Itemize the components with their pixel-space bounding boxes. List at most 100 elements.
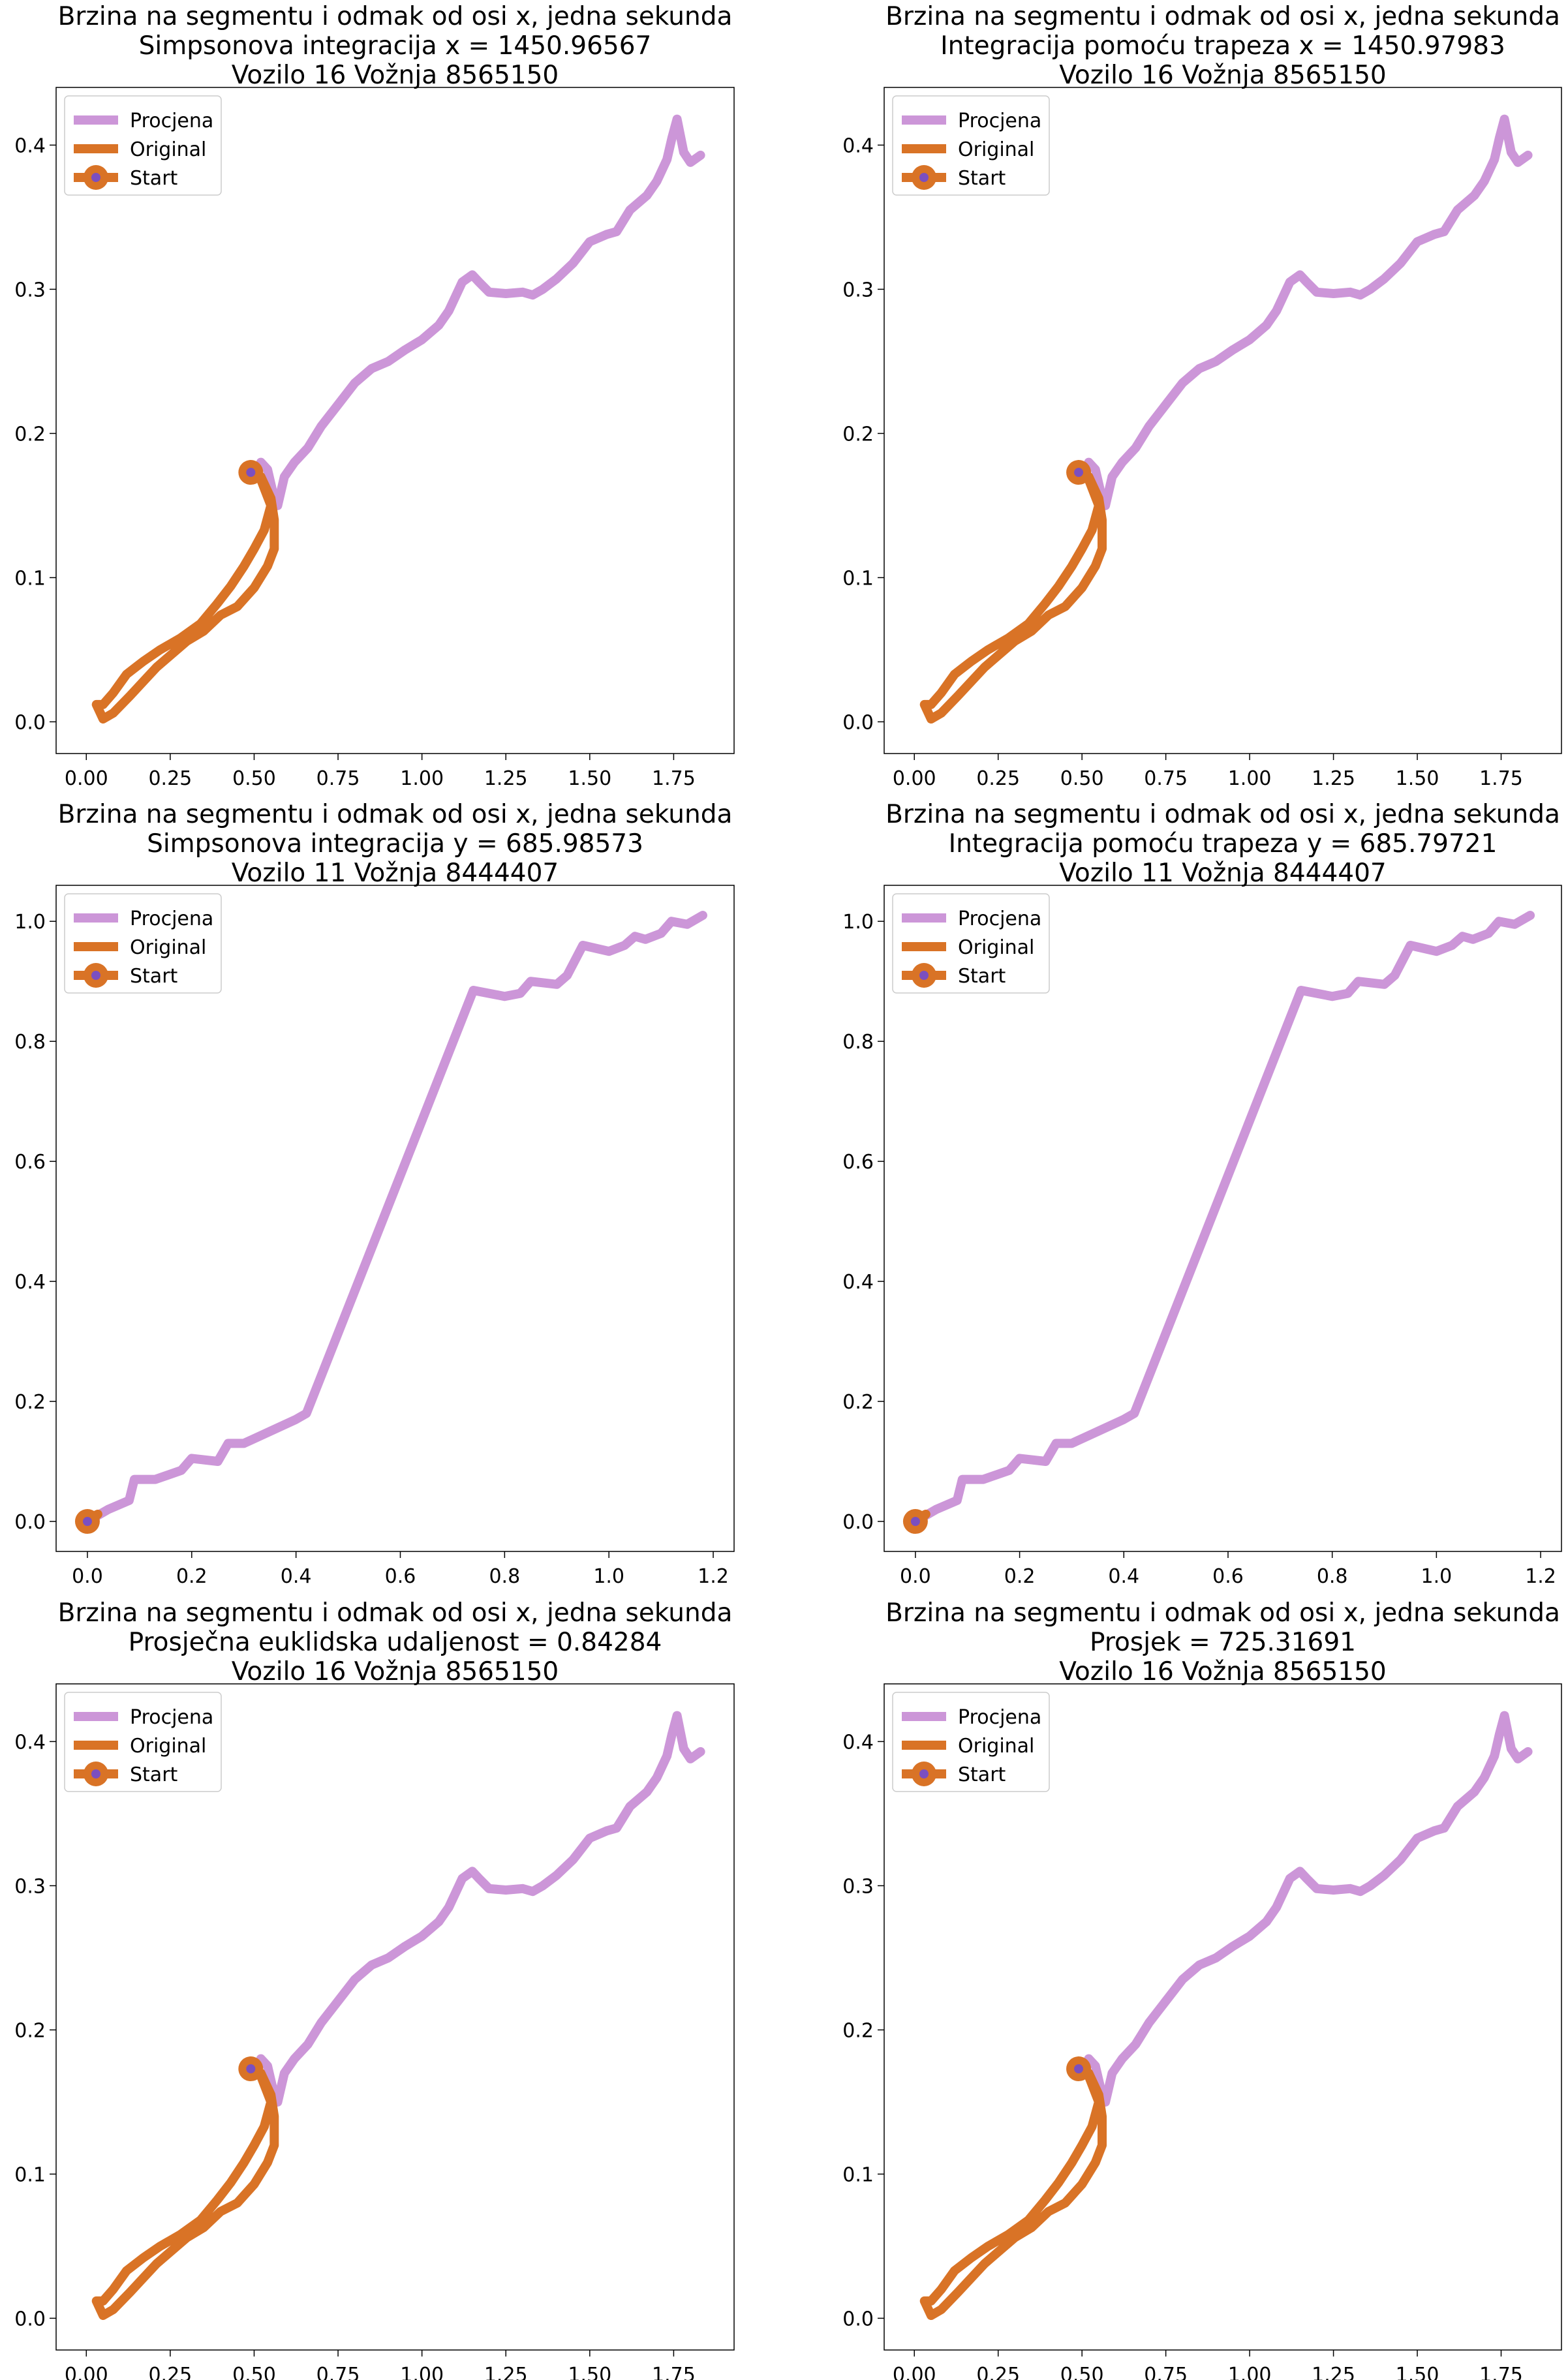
chart-title-line-3: Vozilo 16 Vožnja 8565150: [1059, 1657, 1386, 1686]
x-tick-label: 0.75: [1144, 767, 1188, 790]
y-tick-label: 0.8: [842, 1031, 874, 1054]
subplot-1: Brzina na segmentu i odmak od osi x, jed…: [14, 2, 735, 790]
series-line-procjena: [910, 911, 1535, 1526]
y-tick-label: 0.4: [842, 1271, 874, 1294]
y-tick-label: 0.3: [842, 1875, 874, 1898]
series-line-original: [919, 2064, 1107, 2320]
legend: Procjena Original Start: [892, 893, 1050, 994]
legend-start-marker-center: [919, 1769, 929, 1778]
plot-area: [919, 1711, 1533, 2320]
chart-title-line-3: Vozilo 16 Vožnja 8565150: [232, 1657, 559, 1686]
chart-title-line-1: Brzina na segmentu i odmak od osi x, jed…: [885, 800, 1560, 829]
legend-label: Original: [958, 936, 1034, 959]
x-tick-label: 1.50: [1396, 767, 1439, 790]
legend-label: Start: [958, 965, 1006, 988]
x-tick-label: 0.50: [232, 767, 276, 790]
series-line-procjena: [1077, 114, 1533, 510]
axes-frame: [884, 87, 1562, 754]
y-tick-label: 0.4: [14, 134, 46, 157]
x-tick-label: 0.0: [900, 1565, 931, 1588]
x-tick-label: 0.8: [1317, 1565, 1348, 1588]
x-tick-label: 0.25: [148, 767, 192, 790]
y-tick-label: 0.2: [842, 423, 874, 446]
x-tick-label: 1.50: [1396, 2364, 1439, 2380]
chart-title-line-1: Brzina na segmentu i odmak od osi x, jed…: [885, 1598, 1560, 1628]
y-tick-label: 0.0: [14, 711, 46, 734]
series-line-original: [91, 468, 279, 724]
legend-label: Original: [958, 138, 1034, 161]
y-tick-label: 0.0: [842, 2308, 874, 2330]
y-tick-label: 0.0: [842, 711, 874, 734]
x-tick-label: 0.6: [1212, 1565, 1244, 1588]
x-tick-label: 0.00: [893, 767, 936, 790]
y-tick-label: 0.2: [14, 2019, 46, 2042]
x-tick-label: 0.00: [893, 2364, 936, 2380]
y-tick-label: 0.2: [14, 1391, 46, 1414]
y-tick-label: 0.1: [842, 2163, 874, 2186]
axes-frame: [55, 1683, 735, 2351]
start-marker-center: [910, 1517, 920, 1527]
start-marker-center: [1074, 2064, 1084, 2074]
x-tick-label: 0.25: [148, 2364, 192, 2380]
x-tick-label: 1.50: [568, 2364, 611, 2380]
chart-title-line-2: Integracija pomoću trapeza x = 1450.9798…: [940, 31, 1505, 61]
y-tick-label: 0.4: [14, 1731, 46, 1754]
chart-title-line-3: Vozilo 11 Vožnja 8444407: [232, 859, 559, 888]
chart-title-line-3: Vozilo 16 Vožnja 8565150: [1059, 61, 1386, 90]
chart-title-line-2: Prosječna euklidska udaljenost = 0.84284: [129, 1628, 662, 1657]
axes-frame: [884, 885, 1562, 1552]
x-tick-label: 0.0: [72, 1565, 103, 1588]
legend-label: Start: [958, 1763, 1006, 1786]
x-tick-label: 0.4: [281, 1565, 312, 1588]
legend-label: Procjena: [958, 1706, 1041, 1729]
x-tick-label: 0.6: [385, 1565, 416, 1588]
chart-title-line-1: Brzina na segmentu i odmak od osi x, jed…: [58, 2, 733, 31]
x-tick-label: 1.25: [484, 2364, 528, 2380]
x-tick-label: 0.75: [316, 2364, 360, 2380]
legend-label: Start: [130, 1763, 178, 1786]
y-tick-label: 0.0: [14, 1511, 46, 1534]
x-tick-label: 1.00: [400, 2364, 444, 2380]
x-tick-label: 0.50: [1060, 767, 1104, 790]
chart-title-line-1: Brzina na segmentu i odmak od osi x, jed…: [58, 800, 733, 829]
chart-title-line-2: Simpsonova integracija y = 685.98573: [147, 829, 643, 859]
legend-start-marker-center: [91, 971, 100, 980]
legend-label: Original: [130, 936, 206, 959]
subplot-2: Brzina na segmentu i odmak od osi x, jed…: [842, 2, 1562, 790]
x-tick-label: 1.75: [652, 767, 696, 790]
x-tick-label: 0.2: [1004, 1565, 1036, 1588]
x-tick-label: 1.0: [593, 1565, 624, 1588]
y-tick-label: 0.2: [842, 1391, 874, 1414]
x-tick-label: 1.25: [1312, 2364, 1355, 2380]
y-tick-label: 0.4: [842, 134, 874, 157]
x-tick-label: 1.75: [1479, 767, 1523, 790]
legend-label: Procjena: [130, 110, 213, 132]
start-marker-center: [82, 1517, 92, 1527]
legend-label: Original: [130, 1735, 206, 1758]
axes-frame: [55, 87, 735, 754]
y-tick-label: 0.2: [842, 2019, 874, 2042]
x-tick-label: 1.00: [1228, 767, 1272, 790]
series-line-original: [919, 468, 1107, 724]
series-line-procjena: [249, 114, 705, 510]
x-tick-label: 1.25: [1312, 767, 1355, 790]
plot-area: [919, 114, 1533, 724]
y-tick-label: 0.2: [14, 423, 46, 446]
subplot-3: Brzina na segmentu i odmak od osi x, jed…: [14, 800, 735, 1588]
y-tick-label: 0.4: [842, 1731, 874, 1754]
x-tick-label: 1.75: [1479, 2364, 1523, 2380]
y-tick-label: 0.3: [842, 279, 874, 301]
legend-label: Procjena: [958, 110, 1041, 132]
chart-title-line-3: Vozilo 16 Vožnja 8565150: [232, 61, 559, 90]
plot-area: [91, 1711, 705, 2320]
plot-area: [902, 911, 1535, 1534]
legend-label: Original: [958, 1735, 1034, 1758]
y-tick-label: 0.0: [842, 1511, 874, 1534]
legend-label: Start: [130, 167, 178, 190]
y-tick-label: 0.3: [14, 279, 46, 301]
x-tick-label: 1.00: [1228, 2364, 1272, 2380]
y-tick-label: 0.1: [14, 567, 46, 590]
x-tick-label: 0.00: [65, 767, 108, 790]
subplot-4: Brzina na segmentu i odmak od osi x, jed…: [842, 800, 1562, 1588]
legend-label: Start: [958, 167, 1006, 190]
